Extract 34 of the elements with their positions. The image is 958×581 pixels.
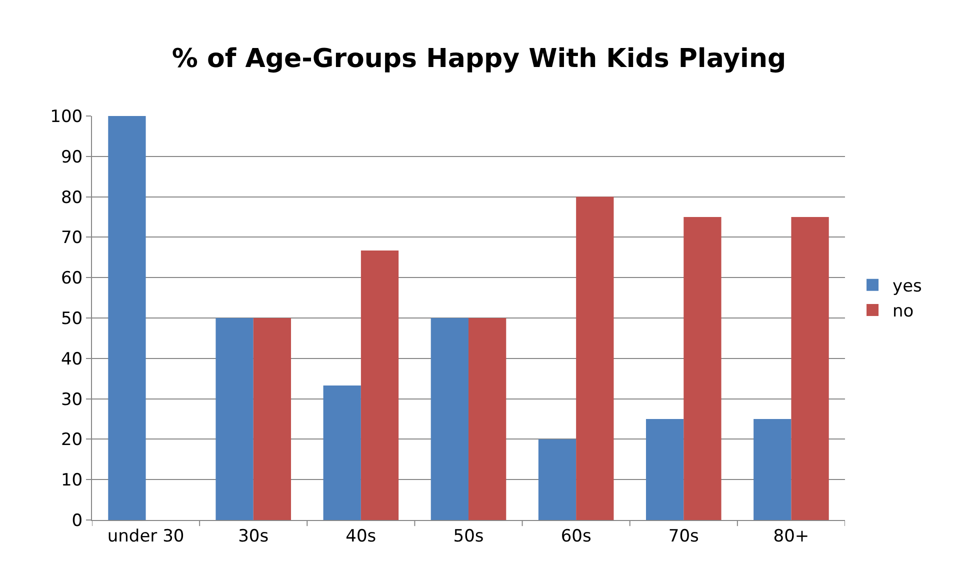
bar xyxy=(430,318,468,520)
bar xyxy=(754,419,792,520)
y-tick-label: 50 xyxy=(60,308,83,329)
y-tick-label: 80 xyxy=(60,188,83,208)
y-tick-label: 20 xyxy=(60,430,83,450)
bar xyxy=(253,318,292,520)
bar xyxy=(108,116,146,520)
x-tick-label: 60s xyxy=(560,526,592,546)
x-tick-label: under 30 xyxy=(107,526,184,546)
bar xyxy=(468,318,506,520)
y-tick-label: 10 xyxy=(60,470,83,491)
bar xyxy=(538,439,576,520)
bar xyxy=(576,196,614,520)
bar xyxy=(684,217,722,520)
y-tick-label: 30 xyxy=(60,390,83,410)
x-tick-label: 40s xyxy=(346,526,376,546)
bar xyxy=(646,419,684,520)
bar xyxy=(323,385,361,520)
bar xyxy=(216,318,254,520)
y-tick-label: 60 xyxy=(60,268,83,289)
x-tick-label: 30s xyxy=(238,526,269,546)
y-tick-label: 70 xyxy=(60,228,83,248)
chart-title: % of Age-Groups Happy With Kids Playing xyxy=(172,44,786,74)
x-tick-label: 70s xyxy=(668,526,700,546)
bar xyxy=(791,217,829,520)
y-tick-label: 0 xyxy=(72,510,83,531)
y-tick-label: 100 xyxy=(50,106,83,127)
legend-label: yes xyxy=(892,276,922,296)
y-tick-label: 40 xyxy=(60,349,83,370)
x-tick-label: 50s xyxy=(453,526,484,546)
y-tick-label: 90 xyxy=(60,147,83,168)
legend-label: no xyxy=(892,302,914,322)
bar xyxy=(360,250,399,520)
x-tick-label: 80+ xyxy=(773,526,810,546)
